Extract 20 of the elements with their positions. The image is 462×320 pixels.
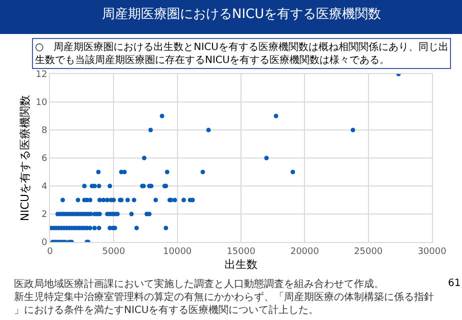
x-axis-title: 出生数 bbox=[224, 258, 258, 271]
chart-subtitle: ○ 周産期医療圏における出生数とNICUを有する医療機関数は概ね相関関係にあり、同じ出生数でも当該周産期医療圏に存在するNICUを有する医療機関数は様々である。 bbox=[35, 41, 448, 66]
x-tick-label: 30000 bbox=[418, 246, 447, 257]
x-tick-label: 10000 bbox=[163, 246, 192, 257]
x-tick-label: 5000 bbox=[102, 246, 126, 257]
text: 新生児特定集中治療室管理料の算定の有無にかかわらず、「周産期医療の体制構築に係る指針」における条件を満たすNICUを有する医療機関について計上した。 bbox=[14, 291, 434, 316]
x-tick-label: 25000 bbox=[354, 246, 383, 257]
y-tick-label: 6 bbox=[41, 154, 48, 164]
y-tick-label: 0 bbox=[41, 238, 48, 248]
y-tick-label: 10 bbox=[36, 98, 48, 108]
x-tick-label: 15000 bbox=[226, 246, 256, 257]
x-tick-label: 20000 bbox=[290, 246, 320, 257]
y-axis-title: NICUを有する医療機関数 bbox=[18, 94, 32, 222]
y-tick-label: 4 bbox=[41, 182, 48, 192]
text: 医政局地域医療計画課において実施した調査と人口動態調査を組み合わせて作成。 bbox=[14, 278, 384, 290]
chart-title: 周産期医療圏におけるNICUを有する医療機関数 bbox=[102, 6, 382, 22]
y-tick-label: 12 bbox=[36, 70, 48, 80]
text: 61 bbox=[448, 278, 461, 289]
y-tick-label: 2 bbox=[41, 210, 48, 220]
y-tick-label: 8 bbox=[41, 126, 48, 136]
